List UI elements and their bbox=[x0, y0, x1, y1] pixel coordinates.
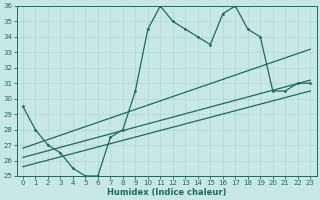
X-axis label: Humidex (Indice chaleur): Humidex (Indice chaleur) bbox=[107, 188, 226, 197]
